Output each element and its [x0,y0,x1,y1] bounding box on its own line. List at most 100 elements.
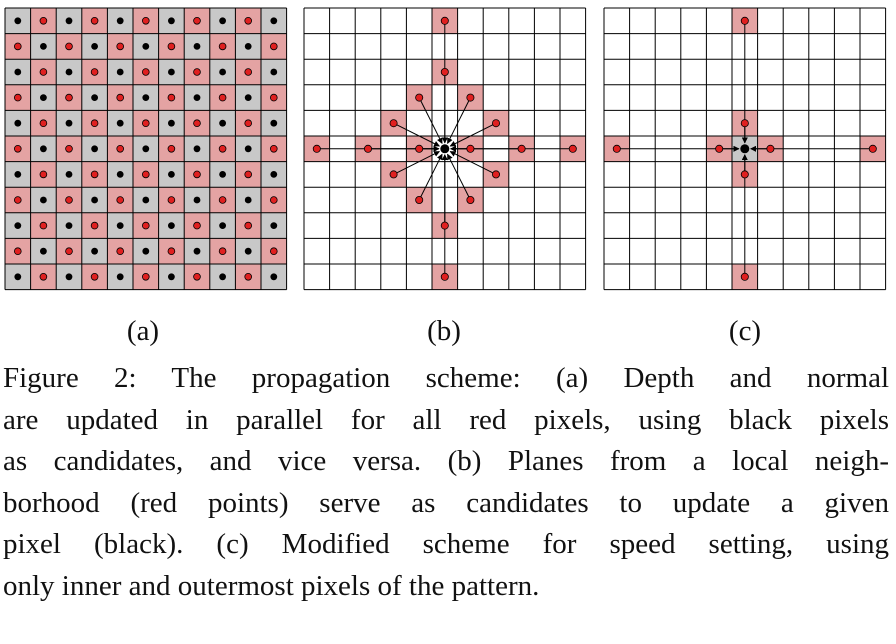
panel-b-label: (b) [427,315,461,347]
black-pixel-dot [168,171,175,178]
red-candidate-dot [740,170,749,179]
black-pixel-dot [219,119,227,127]
propagation-arrow [393,122,440,147]
red-pixel-dot [116,145,124,153]
red-pixel-dot [269,93,278,102]
black-pixel-dot [219,273,227,281]
red-candidate-dot [740,16,749,25]
black-pixel-dot [219,17,227,25]
black-pixel-dot [40,247,47,255]
black-pixel-dot [168,222,175,230]
black-pixel-dot [270,119,278,127]
black-pixel-dot [40,43,47,50]
black-pixel-dot [270,171,278,178]
red-pixel-dot [244,170,253,179]
red-candidate-dot [440,16,449,25]
red-pixel-dot [269,247,278,256]
black-pixel-dot [244,43,252,50]
red-candidate-dot [740,119,749,128]
red-pixel-dot [13,247,22,256]
red-pixel-dot [167,145,176,153]
black-pixel-dot [142,247,150,255]
red-candidate-dot [415,144,424,153]
black-pixel-dot [193,94,201,101]
black-pixel-dot [14,68,22,76]
black-pixel-dot [219,68,227,76]
propagation-arrow [449,151,497,175]
red-pixel-dot [167,196,176,204]
black-pixel-dot [14,222,22,230]
red-candidate-dot [440,68,449,77]
black-pixel-dot [116,68,124,76]
red-candidate-dot [415,195,424,204]
red-candidate-dot [415,93,424,102]
caption-line: pixel (black). (c) Modified scheme for s… [3,528,889,560]
propagation-arrow [393,151,440,175]
red-pixel-dot [13,145,22,153]
red-pixel-dot [142,16,150,25]
propagation-arrow [418,97,443,144]
black-pixel-dot [116,273,124,281]
red-pixel-dot [167,42,176,51]
red-candidate-dot [389,119,398,128]
black-pixel-dot [193,43,201,50]
red-pixel-dot [65,93,73,102]
red-pixel-dot [244,272,253,281]
black-pixel-dot [270,222,278,230]
black-pixel-dot [91,145,98,153]
red-candidate-dot [440,221,449,230]
red-pixel-dot [244,68,253,76]
red-pixel-dot [116,42,124,51]
caption-line: Figure 2: The propagation scheme: (a) De… [3,362,889,394]
red-pixel-dot [218,93,227,102]
black-pixel-dot [244,94,252,101]
black-pixel-dot [14,171,22,178]
black-pixel-dot [116,171,124,178]
black-target-dot [740,144,750,154]
red-pixel-dot [90,16,99,25]
caption-line: borhood (red points) serve as candidates… [3,486,889,519]
caption-line: only inner and outermost pixels of the p… [3,569,540,602]
black-pixel-dot [142,43,150,50]
black-pixel-dot [40,196,47,204]
black-pixel-dot [270,17,278,25]
black-pixel-dot [91,196,98,204]
black-pixel-dot [116,119,124,127]
red-pixel-dot [65,145,73,153]
black-pixel-dot [168,17,175,25]
red-pixel-dot [218,247,227,256]
red-candidate-dot [517,144,526,153]
black-pixel-dot [14,17,22,25]
red-pixel-dot [244,16,253,25]
black-pixel-dot [65,17,73,25]
black-pixel-dot [142,145,150,153]
black-pixel-dot [116,222,124,230]
red-pixel-dot [218,145,227,153]
black-pixel-dot [270,273,278,281]
red-pixel-dot [39,221,48,230]
red-candidate-dot [363,144,372,153]
red-candidate-dot [466,195,475,204]
red-candidate-dot [715,144,724,153]
red-candidate-dot [466,144,475,153]
black-pixel-dot [40,145,47,153]
red-pixel-dot [218,42,227,51]
red-pixel-dot [90,221,99,230]
red-pixel-dot [142,221,150,230]
black-pixel-dot [116,17,124,25]
red-pixel-dot [65,247,73,256]
red-candidate-dot [740,272,749,281]
red-pixel-dot [244,119,253,127]
propagation-arrow [447,97,471,144]
red-pixel-dot [39,170,48,179]
figure-caption: Figure 2: The propagation scheme: (a) De… [3,358,889,607]
black-pixel-dot [40,94,47,101]
red-pixel-dot [116,247,124,256]
red-pixel-dot [90,170,99,179]
red-pixel-dot [13,42,22,51]
red-pixel-dot [65,42,73,51]
red-candidate-dot [491,170,500,179]
red-pixel-dot [116,93,124,102]
black-pixel-dot [244,247,252,255]
